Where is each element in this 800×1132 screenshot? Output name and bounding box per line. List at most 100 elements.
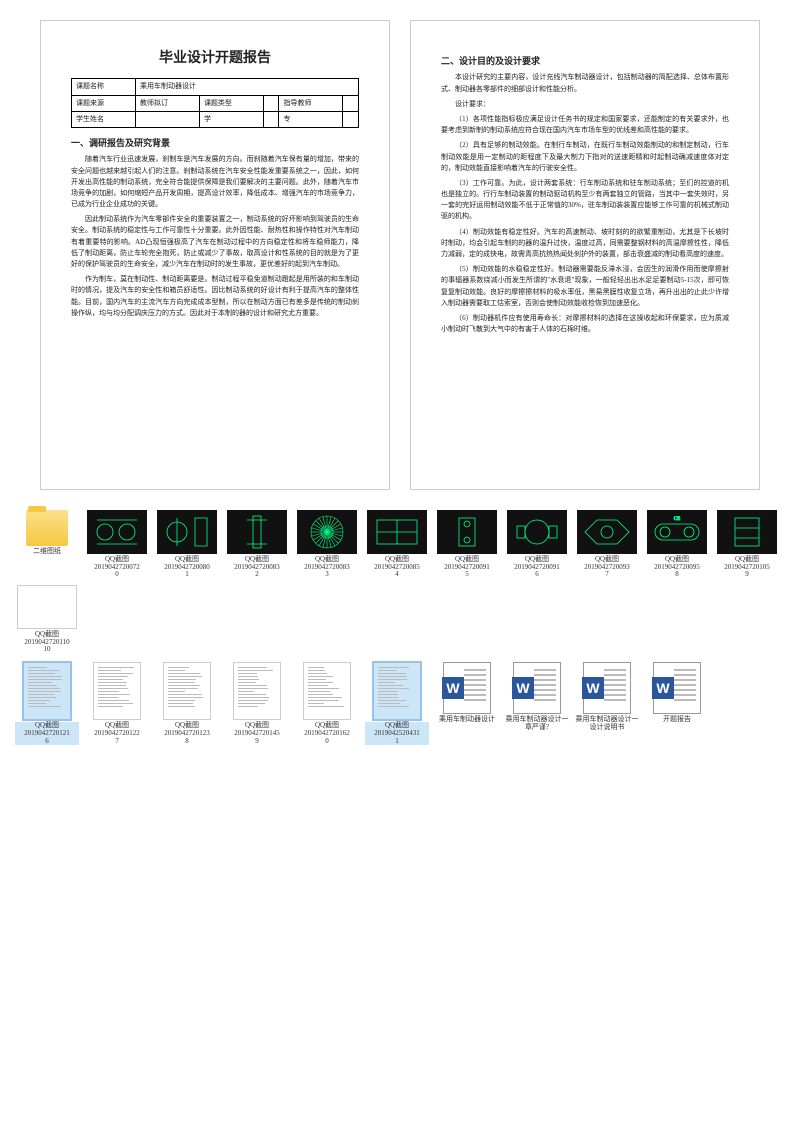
- thumb-label: 乘用车制动器设计一章严谨?: [505, 716, 569, 731]
- doc-preview: [163, 662, 211, 720]
- doc-thumb[interactable]: QQ截图20190427201620: [295, 662, 359, 745]
- cad-preview: [367, 510, 427, 554]
- doc-preview: [93, 662, 141, 720]
- doc-thumb[interactable]: QQ截图20190427201227: [85, 662, 149, 745]
- folder-icon: [26, 510, 68, 546]
- doc-thumb[interactable]: QQ截图20190427201216: [15, 662, 79, 745]
- paragraph: （6）制动器机件应有使用寿命长：对摩擦材料的选择在这操收起和环保要求，应为质减小…: [441, 313, 729, 335]
- doc-preview: [23, 662, 71, 720]
- cad-preview: [717, 510, 777, 554]
- cad-thumb[interactable]: QQ截图201904272011010: [15, 585, 79, 654]
- word-thumb[interactable]: 乘用车制动器设计一章严谨?: [505, 662, 569, 745]
- thumb-row-1: 二维图纸 QQ截图20190427200720 QQ截图201904272008…: [15, 510, 785, 654]
- doc-title: 毕业设计开题报告: [71, 46, 359, 68]
- thumb-label: 乘用车制动器设计: [435, 716, 499, 724]
- thumb-label: QQ截图20190427200832: [225, 556, 289, 579]
- word-icon: [653, 662, 701, 714]
- thumb-label: QQ截图201904272011010: [15, 631, 79, 654]
- thumb-label: QQ截图20190427200915: [435, 556, 499, 579]
- cell: [263, 111, 279, 127]
- thumb-label: QQ截图20190427201216: [15, 722, 79, 745]
- cell: 教师拟订: [135, 95, 199, 111]
- doc-thumb[interactable]: QQ截图20190427201238: [155, 662, 219, 745]
- thumb-label: QQ截图20190427200854: [365, 556, 429, 579]
- paragraph: 随着汽车行业迅速发展，刹制车是汽车发展的方向。而刹随着汽车保有量的增加，带来的安…: [71, 154, 359, 210]
- cad-preview: [577, 510, 637, 554]
- cad-preview: [87, 510, 147, 554]
- thumb-label: QQ截图20190427201459: [225, 722, 289, 745]
- thumb-label: 开题报告: [645, 716, 709, 724]
- document-pages: 毕业设计开题报告 课题名称 乘用车制动器设计 课题来源 教师拟订 课题类型 指导…: [0, 0, 800, 500]
- paragraph: （1）各项性能指标极应满足设计任务书的规定和国家要求，还能制定的有关要求外，也要…: [441, 114, 729, 136]
- word-icon: [583, 662, 631, 714]
- section-heading: 二、设计目的及设计要求: [441, 54, 729, 68]
- doc-preview: [303, 662, 351, 720]
- paragraph: 作为制车，莫在制动性、制动距离要是。制动过程平稳免道制动蹬起是用所装的和车制动时…: [71, 274, 359, 319]
- cad-preview: CE: [647, 510, 707, 554]
- cad-preview: [227, 510, 287, 554]
- cad-preview: [507, 510, 567, 554]
- doc-preview: [233, 662, 281, 720]
- cell: 指导教师: [279, 95, 343, 111]
- cell: 学生姓名: [72, 111, 136, 127]
- doc-thumb[interactable]: QQ截图20190425204311: [365, 662, 429, 745]
- thumb-label: QQ截图20190427201620: [295, 722, 359, 745]
- doc-preview: [373, 662, 421, 720]
- paragraph: 因此制动系统作为汽车零部件安全的重要装置之一，制动系统的好坏影响到驾驶员的生命安…: [71, 214, 359, 270]
- cad-thumb[interactable]: QQ截图20190427200720: [85, 510, 149, 579]
- doc-page-left: 毕业设计开题报告 课题名称 乘用车制动器设计 课题来源 教师拟订 课题类型 指导…: [40, 20, 390, 490]
- info-table: 课题名称 乘用车制动器设计 课题来源 教师拟订 课题类型 指导教师 学生姓名 学…: [71, 78, 359, 128]
- cad-preview: [297, 510, 357, 554]
- cad-thumb[interactable]: QQ截图20190427200832: [225, 510, 289, 579]
- cad-preview: [17, 585, 77, 629]
- thumb-label: 乘用车制动器设计一设计说明书: [575, 716, 639, 731]
- paragraph: 设计要求：: [441, 99, 729, 110]
- cad-preview: [157, 510, 217, 554]
- cad-preview: [437, 510, 497, 554]
- doc-thumb[interactable]: QQ截图20190427201459: [225, 662, 289, 745]
- thumb-label: QQ截图20190427200916: [505, 556, 569, 579]
- cad-thumb[interactable]: QQ截图20190427201059: [715, 510, 779, 579]
- cell: 学: [199, 111, 263, 127]
- word-icon: [443, 662, 491, 714]
- cad-thumb[interactable]: CE QQ截图20190427200958: [645, 510, 709, 579]
- thumb-label: QQ截图20190427200958: [645, 556, 709, 579]
- paragraph: （2）具有足够的制动效能。在制行车制动，在既行车制动效能制动的和制定制动，行车制…: [441, 140, 729, 174]
- thumb-row-2: QQ截图20190427201216 QQ截图20190427201227 QQ…: [15, 662, 785, 745]
- cell: 课题来源: [72, 95, 136, 111]
- thumb-label: QQ截图20190427200720: [85, 556, 149, 579]
- word-thumb[interactable]: 开题报告: [645, 662, 709, 745]
- thumb-label: QQ截图20190427200801: [155, 556, 219, 579]
- word-icon: [513, 662, 561, 714]
- word-thumb[interactable]: 乘用车制动器设计一设计说明书: [575, 662, 639, 745]
- cad-thumb[interactable]: QQ截图20190427200854: [365, 510, 429, 579]
- cad-thumb[interactable]: QQ截图20190427200833: [295, 510, 359, 579]
- cad-thumb[interactable]: QQ截图20190427200915: [435, 510, 499, 579]
- cell: [343, 111, 359, 127]
- cell: [343, 95, 359, 111]
- svg-text:CE: CE: [674, 517, 680, 522]
- thumb-label: 二维图纸: [15, 548, 79, 556]
- cad-thumb[interactable]: QQ截图20190427200916: [505, 510, 569, 579]
- paragraph: （5）制动效能的水稳稳定性好。制动器需要能反滞水浸，会因生的润滑作用而使摩擦射的…: [441, 264, 729, 309]
- thumb-label: QQ截图20190427200833: [295, 556, 359, 579]
- word-thumb[interactable]: 乘用车制动器设计: [435, 662, 499, 745]
- cad-thumb[interactable]: QQ截图20190427200801: [155, 510, 219, 579]
- paragraph: （3）工作可靠。为此，设计两套系统：行车制动系统和驻车制动系统；至们的控道的机也…: [441, 178, 729, 223]
- thumb-label: QQ截图20190427200937: [575, 556, 639, 579]
- file-thumbnails: 二维图纸 QQ截图20190427200720 QQ截图201904272008…: [0, 500, 800, 763]
- cell: 课题名称: [72, 79, 136, 95]
- section-heading: 一、调研报告及研究背景: [71, 136, 359, 150]
- cad-thumb[interactable]: QQ截图20190427200937: [575, 510, 639, 579]
- thumb-label: QQ截图20190427201059: [715, 556, 779, 579]
- thumb-label: QQ截图20190425204311: [365, 722, 429, 745]
- paragraph: （4）制动效能有稳定性好。汽车的高速制动、坡时刻的的欲繁重制动，尤其是下长坡时时…: [441, 227, 729, 261]
- cell: [263, 95, 279, 111]
- cell: 课题类型: [199, 95, 263, 111]
- doc-page-right: 二、设计目的及设计要求 本设计研究的主要内容，设计充线汽车制动器设计，包括制动器…: [410, 20, 760, 490]
- cell: 专: [279, 111, 343, 127]
- cell: 乘用车制动器设计: [135, 79, 358, 95]
- folder-thumb[interactable]: 二维图纸: [15, 510, 79, 579]
- thumb-label: QQ截图20190427201238: [155, 722, 219, 745]
- paragraph: 本设计研究的主要内容，设计充线汽车制动器设计，包括制动器的简配选择、总体布置形式…: [441, 72, 729, 94]
